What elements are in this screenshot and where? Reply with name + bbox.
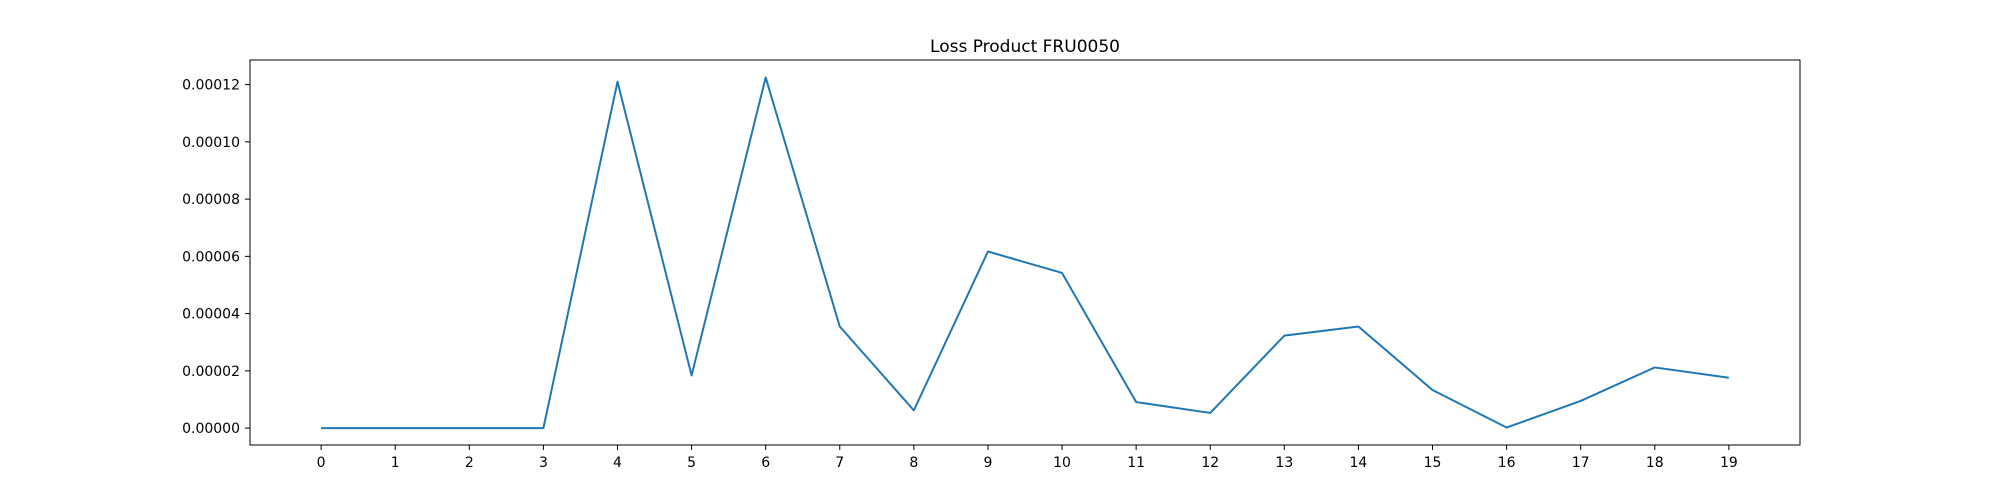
x-tick-label: 5 xyxy=(687,455,696,471)
plot-area: 0 1 2 3 4 5 6 7 8 9 10 11 12 13 14 15 16 17 18 190.000000.0… xyxy=(182,59,1801,471)
x-tick-label: 4 xyxy=(613,455,622,471)
y-tick-label: 0.00002 xyxy=(182,364,240,380)
y-tick-label: 0.00006 xyxy=(182,249,240,265)
y-tick-label: 0.00012 xyxy=(182,78,240,94)
x-tick-label: 13 xyxy=(1275,455,1293,471)
x-tick-label: 8 xyxy=(909,455,918,471)
x-tick-label: 17 xyxy=(1572,455,1590,471)
x-tick-label: 2 xyxy=(465,455,474,471)
x-tick-label: 16 xyxy=(1498,455,1516,471)
chart-title: Loss Product FRU0050 xyxy=(930,37,1120,57)
x-tick-label: 12 xyxy=(1201,455,1219,471)
x-tick-label: 6 xyxy=(761,455,770,471)
x-tick-label: 9 xyxy=(983,455,992,471)
x-tick-label: 0 xyxy=(317,455,326,471)
x-tick-label: 19 xyxy=(1720,455,1738,471)
x-tick-label: 11 xyxy=(1127,455,1145,471)
series-line xyxy=(321,76,1730,430)
y-tick-label: 0.00010 xyxy=(182,135,240,151)
x-tick-label: 3 xyxy=(539,455,548,471)
x-tick-label: 14 xyxy=(1349,455,1367,471)
x-tick-label: 1 xyxy=(391,455,400,471)
y-tick-label: 0.00004 xyxy=(182,307,240,323)
y-tick-label: 0.00008 xyxy=(182,192,240,208)
x-tick-label: 18 xyxy=(1646,455,1664,471)
axes-frame xyxy=(249,59,1801,446)
x-tick-label: 7 xyxy=(835,455,844,471)
y-tick-label: 0.00000 xyxy=(182,421,240,437)
x-tick-label: 10 xyxy=(1053,455,1071,471)
x-tick-label: 15 xyxy=(1424,455,1442,471)
